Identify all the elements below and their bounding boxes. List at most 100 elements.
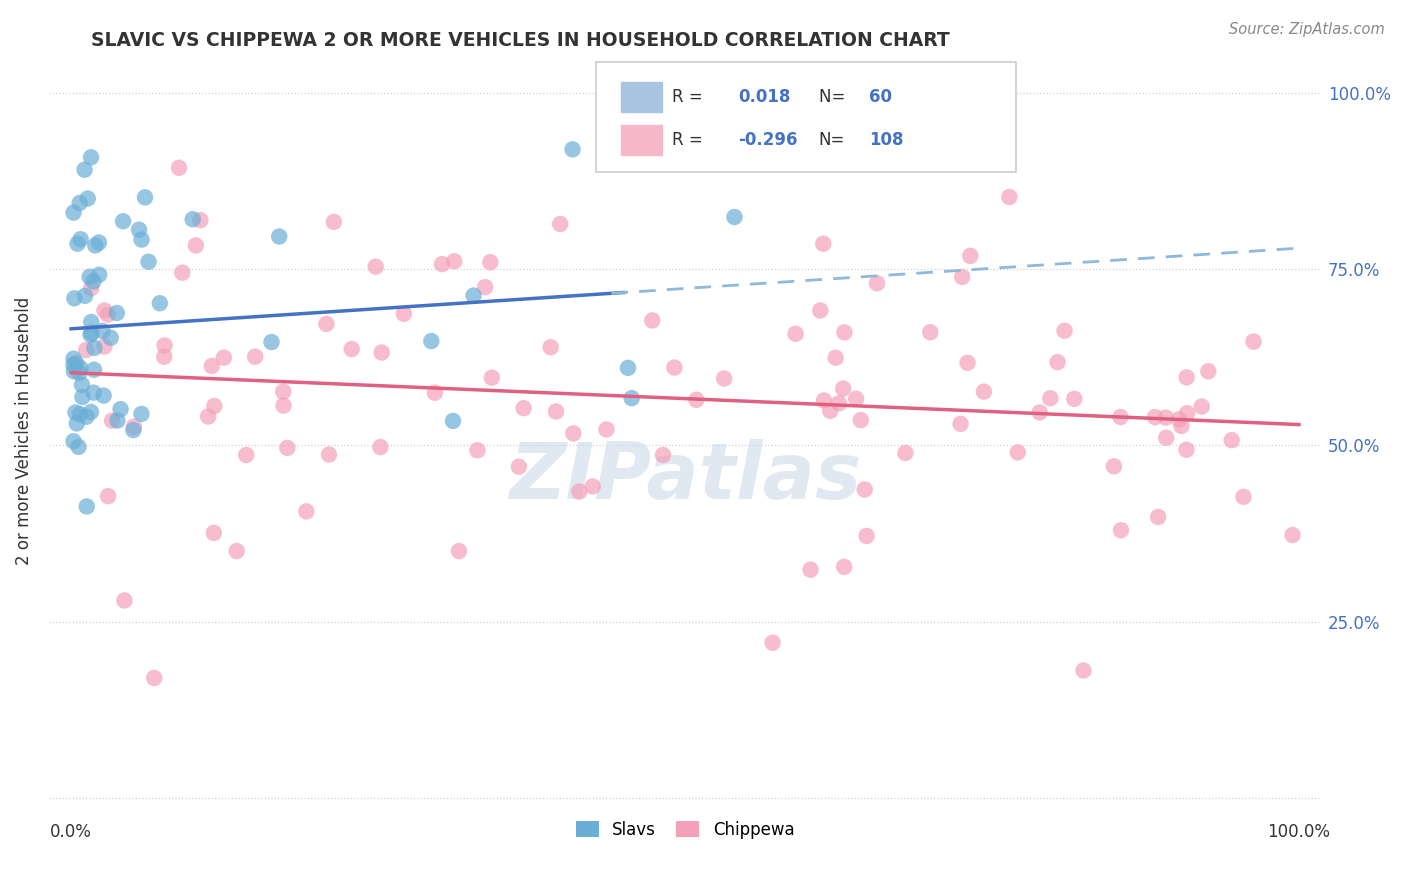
Point: [91, 324, 114, 338]
Point: [73, 162, 96, 177]
Point: [80, 405, 103, 419]
Point: [1102, 459, 1125, 474]
Point: [973, 384, 995, 399]
Point: [87, 235, 110, 250]
Point: [62, 358, 84, 372]
Point: [562, 426, 585, 441]
Point: [1007, 445, 1029, 459]
Point: [271, 384, 294, 399]
Point: [479, 255, 502, 269]
Text: Source: ZipAtlas.com: Source: ZipAtlas.com: [1229, 22, 1385, 37]
Point: [845, 392, 868, 406]
Point: [582, 479, 605, 493]
Point: [1243, 334, 1265, 349]
Point: [212, 351, 235, 365]
Point: [235, 448, 257, 462]
Point: [188, 213, 211, 227]
Point: [134, 190, 156, 204]
Point: [1191, 400, 1213, 414]
Point: [370, 345, 392, 359]
Point: [685, 392, 707, 407]
Point: [75, 409, 97, 424]
Point: [107, 413, 129, 427]
Point: [447, 544, 470, 558]
Point: [1039, 391, 1062, 405]
Point: [785, 326, 807, 341]
Point: [1175, 442, 1198, 457]
Point: [69, 366, 91, 380]
Text: R =: R =: [672, 131, 709, 149]
Point: [197, 409, 219, 424]
Point: [430, 257, 453, 271]
Point: [512, 401, 534, 416]
Point: [202, 399, 225, 413]
Point: [167, 161, 190, 175]
Point: [641, 313, 664, 327]
Point: [595, 422, 617, 436]
Point: [1281, 528, 1303, 542]
Point: [97, 489, 120, 503]
Point: [80, 150, 103, 164]
Point: [70, 378, 93, 392]
Text: N=: N=: [818, 131, 845, 149]
Point: [420, 334, 443, 348]
Point: [243, 350, 266, 364]
Point: [463, 288, 485, 302]
Point: [62, 205, 84, 219]
Text: N=: N=: [818, 87, 851, 106]
Point: [1175, 406, 1198, 420]
Point: [100, 331, 122, 345]
Point: [818, 404, 841, 418]
Point: [62, 434, 84, 449]
Point: [138, 254, 160, 268]
Point: [276, 441, 298, 455]
Point: [83, 385, 105, 400]
Point: [1147, 510, 1170, 524]
Point: [1053, 324, 1076, 338]
Point: [1109, 523, 1132, 537]
Point: [80, 281, 103, 295]
Point: [202, 525, 225, 540]
Point: [920, 325, 942, 339]
Point: [1073, 664, 1095, 678]
Point: [225, 544, 247, 558]
Text: 60: 60: [869, 87, 893, 106]
Point: [1154, 410, 1177, 425]
Point: [853, 483, 876, 497]
Point: [834, 326, 856, 340]
Point: [1046, 355, 1069, 369]
Point: [832, 382, 855, 396]
Point: [799, 563, 821, 577]
Point: [1154, 431, 1177, 445]
Point: [105, 306, 128, 320]
Point: [149, 296, 172, 310]
FancyBboxPatch shape: [621, 81, 662, 112]
Legend: Slavs, Chippewa: Slavs, Chippewa: [569, 814, 801, 846]
Point: [561, 142, 583, 156]
Point: [89, 268, 111, 282]
Text: 0.018: 0.018: [738, 87, 790, 106]
Point: [315, 317, 337, 331]
Point: [1232, 490, 1254, 504]
Point: [93, 388, 115, 402]
Text: 108: 108: [869, 131, 904, 149]
Point: [959, 249, 981, 263]
Point: [181, 212, 204, 227]
Text: R =: R =: [672, 87, 709, 106]
Point: [894, 446, 917, 460]
Point: [1167, 412, 1189, 426]
Point: [131, 407, 153, 421]
Point: [172, 266, 194, 280]
Point: [548, 217, 571, 231]
Point: [824, 351, 846, 365]
Point: [1109, 409, 1132, 424]
Point: [82, 275, 104, 289]
Point: [828, 396, 851, 410]
Point: [143, 671, 166, 685]
Point: [63, 291, 86, 305]
Point: [849, 413, 872, 427]
Point: [832, 559, 855, 574]
Text: SLAVIC VS CHIPPEWA 2 OR MORE VEHICLES IN HOUSEHOLD CORRELATION CHART: SLAVIC VS CHIPPEWA 2 OR MORE VEHICLES IN…: [91, 31, 950, 50]
Point: [1170, 419, 1192, 434]
Point: [97, 308, 120, 322]
